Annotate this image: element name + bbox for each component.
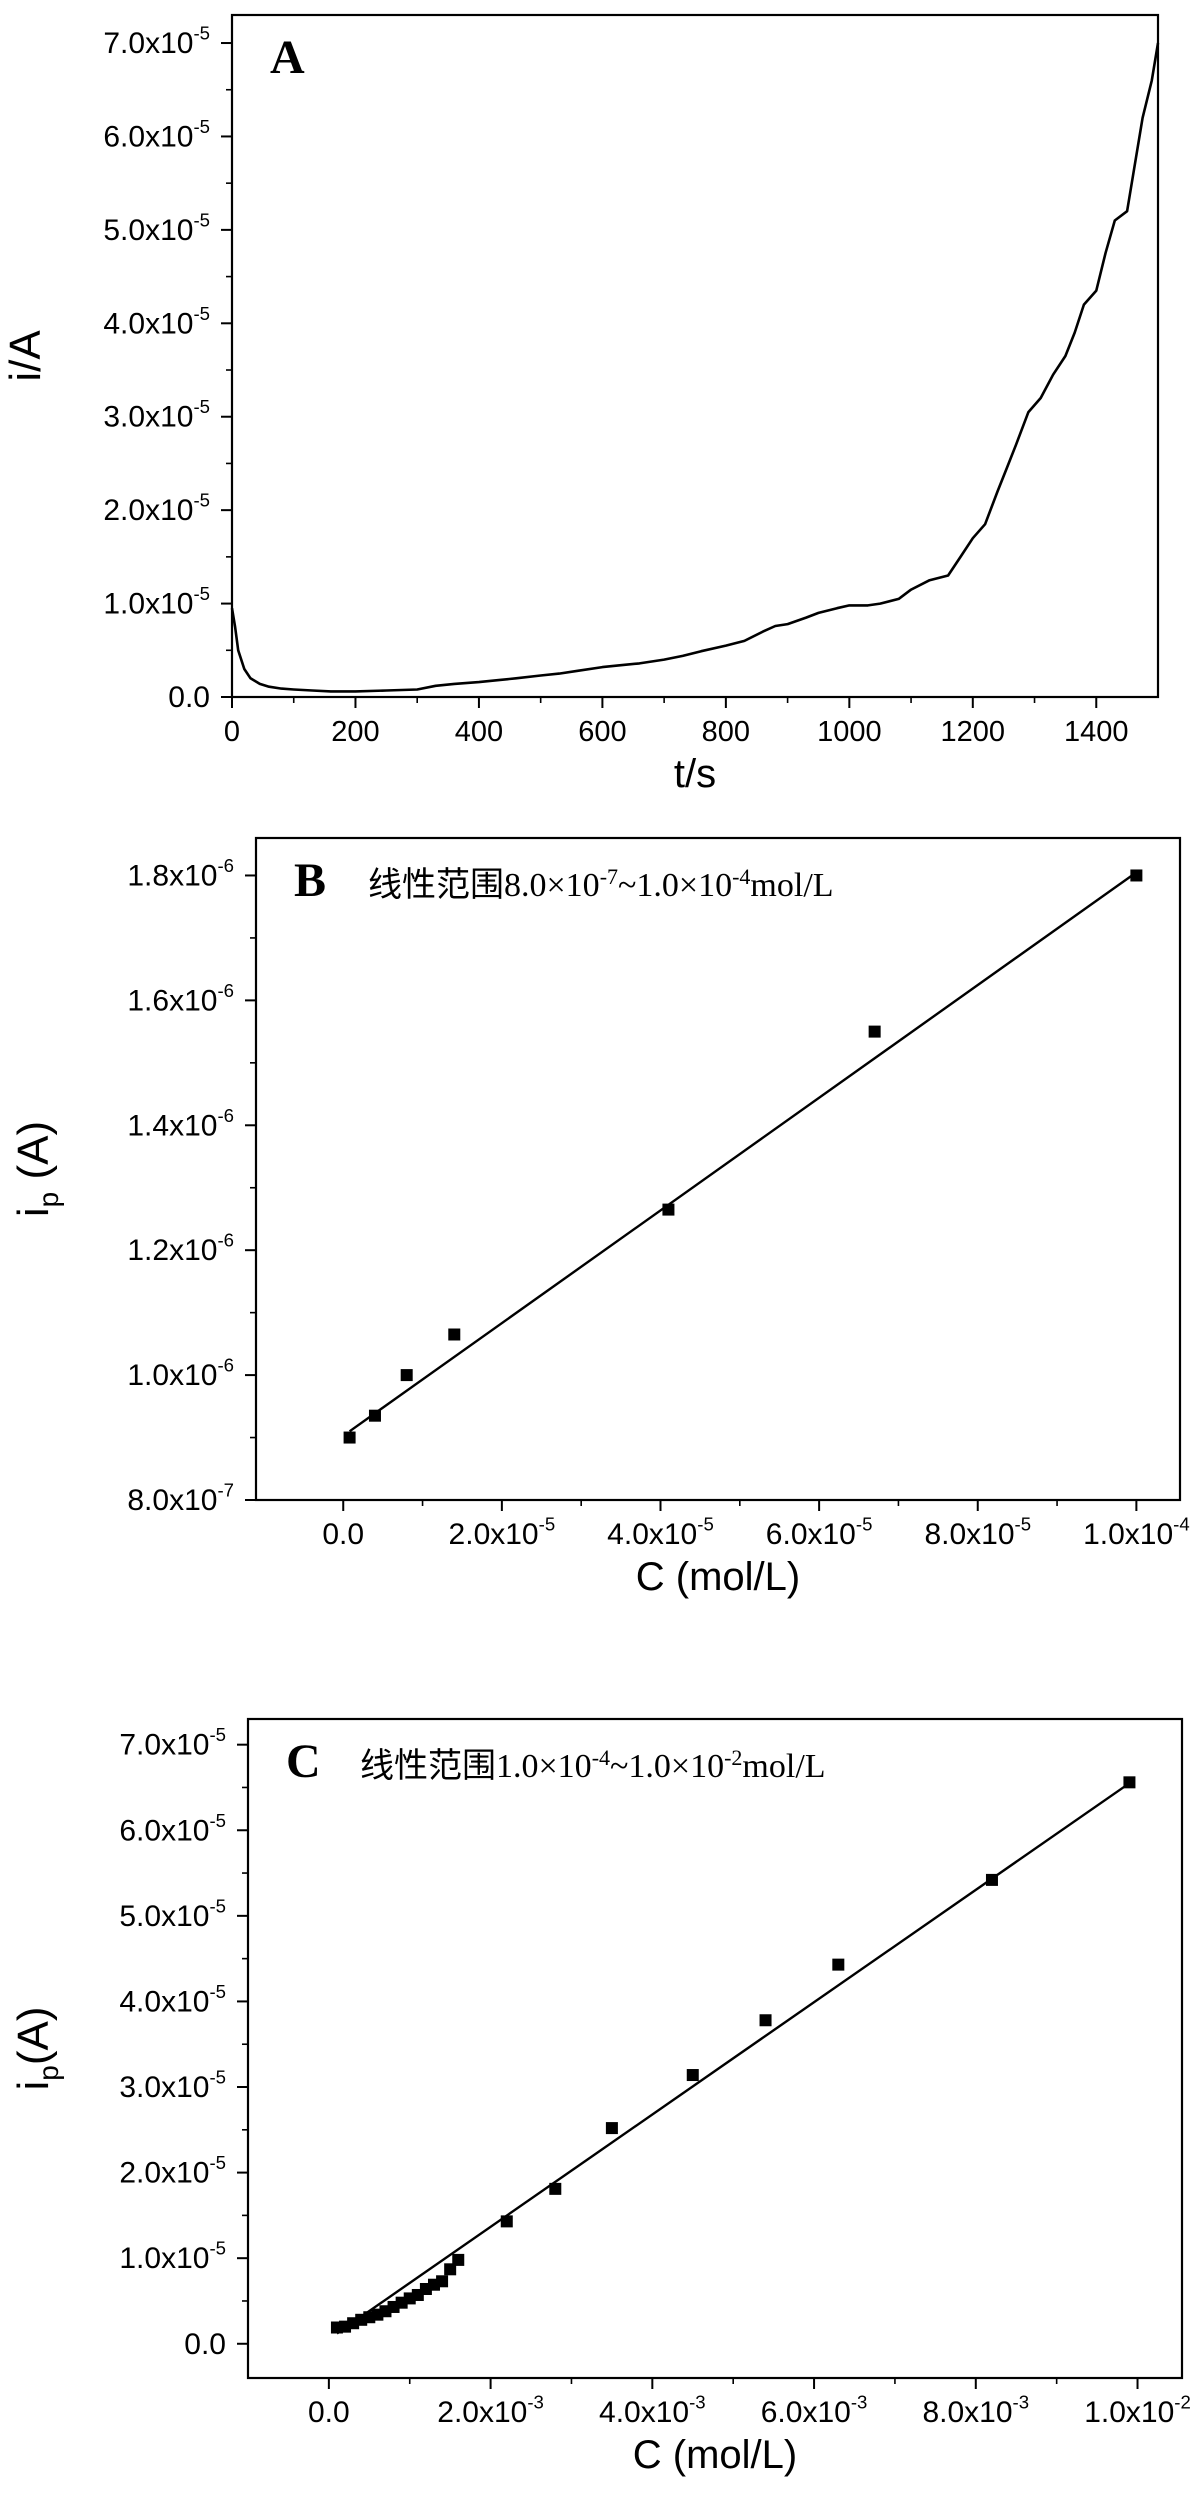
panel-b-xtick-label-2: 4.0x10-5: [607, 1514, 714, 1552]
panel-b-xlabel: C (mol/L): [636, 1555, 800, 1599]
panel-c-xtick-label-3: 6.0x10-3: [761, 2392, 868, 2430]
panel-c-xtick-label-1: 2.0x10-3: [437, 2392, 544, 2430]
panel-a-xtick-label-2: 400: [455, 716, 503, 748]
panel-b-point-3: [448, 1328, 461, 1341]
panel-c-ytick-label-6: 6.0x10-5: [119, 1810, 226, 1848]
panel-a-xtick-label-1: 200: [331, 716, 379, 748]
panel-a-ylabel: i/A: [1, 330, 50, 382]
panel-a-ytick-label-7: 7.0x10-5: [103, 23, 210, 61]
panel-b-point-0: [343, 1431, 356, 1444]
panel-b-ytick-label-4: 1.6x10-6: [127, 980, 234, 1018]
panel-b-ytick-label-1: 1.0x10-6: [127, 1355, 234, 1393]
panel-c: C (mol/L) ip(A) C 线性范围1.0×10-4~1.0×10-2mol/…: [9, 1717, 1184, 2477]
panel-c-ytick-label-4: 4.0x10-5: [119, 1981, 226, 2019]
panel-c-frame: [246, 1717, 1184, 2380]
panel-a-ytick-label-4: 4.0x10-5: [103, 303, 210, 341]
panel-a-ytick-label-0: 0.0: [168, 681, 210, 714]
panel-a-ytick-label-5: 5.0x10-5: [103, 209, 210, 247]
panel-b-point-4: [662, 1203, 675, 1216]
panel-a-xtick-label-7: 1400: [1064, 716, 1129, 748]
panel-c-point-13: [436, 2275, 449, 2288]
panel-c-point-14: [444, 2263, 457, 2276]
panel-c-point-16: [500, 2215, 513, 2228]
panel-b-ytick-label-5: 1.8x10-6: [127, 855, 234, 893]
panel-b-frame: [254, 836, 1182, 1502]
panel-c-point-23: [1123, 1776, 1136, 1789]
panel-c-point-20: [759, 2014, 772, 2027]
panel-b-point-1: [368, 1409, 381, 1422]
panel-c-ytick-label-7: 7.0x10-5: [119, 1724, 226, 1762]
panel-a-xtick-label-3: 600: [578, 716, 626, 748]
panel-c-xtick-label-0: 0.0: [308, 2396, 350, 2429]
panel-a-xtick-label-0: 0: [224, 716, 240, 748]
panel-c-point-19: [686, 2069, 699, 2082]
panel-c-ytick-label-5: 5.0x10-5: [119, 1895, 226, 1933]
panel-b-label: B: [294, 854, 326, 907]
panel-b-annotation: 线性范围8.0×10-7~1.0×10-4mol/L: [368, 864, 834, 904]
panel-b-xtick-label-5: 1.0x10-4: [1083, 1514, 1190, 1552]
panel-b-xtick-label-1: 2.0x10-5: [449, 1514, 556, 1552]
panel-b-ylabel: ip (A): [9, 1121, 64, 1217]
panel-c-label: C: [286, 1735, 321, 1788]
panel-a-xtick-label-5: 1000: [817, 716, 882, 748]
panel-a-frame: [230, 13, 1160, 699]
panel-a-series-line: [230, 42, 1160, 693]
panel-a-ytick-label-1: 1.0x10-5: [103, 583, 210, 621]
panel-c-point-15: [452, 2253, 465, 2266]
panel-a-xtick-label-6: 1200: [941, 716, 1006, 748]
panel-b-fit-line: [348, 871, 1138, 1433]
panel-b-point-2: [400, 1369, 413, 1382]
panel-b-ytick-label-3: 1.4x10-6: [127, 1105, 234, 1143]
panel-c-xtick-label-2: 4.0x10-3: [599, 2392, 706, 2430]
panel-a-xlabel: t/s: [674, 752, 716, 796]
panel-a-ytick-label-6: 6.0x10-5: [103, 116, 210, 154]
panel-c-xlabel: C (mol/L): [633, 2433, 797, 2477]
panel-b: C (mol/L) ip (A) B 线性范围8.0×10-7~1.0×10-4mol…: [9, 836, 1182, 1599]
panel-a: 0 200 400 600 800 1000 1200 1400 t/s i/A A: [1, 13, 1160, 796]
panel-c-annotation: 线性范围1.0×10-4~1.0×10-2mol/L: [360, 1745, 826, 1785]
panel-a-ytick-label-3: 3.0x10-5: [103, 396, 210, 434]
panel-b-ytick-label-0: 8.0x10-7: [127, 1480, 234, 1518]
panel-b-xtick-label-0: 0.0: [322, 1518, 364, 1551]
panel-b-xtick-label-4: 8.0x10-5: [924, 1514, 1031, 1552]
panel-a-xtick-label-4: 800: [702, 716, 750, 748]
panel-c-point-18: [605, 2122, 618, 2135]
panel-c-point-17: [549, 2182, 562, 2195]
panel-a-ytick-label-2: 2.0x10-5: [103, 490, 210, 528]
panel-c-fit-line: [336, 1782, 1131, 2335]
panel-b-xtick-label-3: 6.0x10-5: [766, 1514, 873, 1552]
panel-c-point-21: [832, 1958, 845, 1971]
panel-c-ylabel: ip(A): [9, 2006, 64, 2090]
panel-c-xtick-label-4: 8.0x10-3: [922, 2392, 1029, 2430]
panel-b-point-6: [1130, 869, 1143, 882]
panel-c-ytick-label-1: 1.0x10-5: [119, 2238, 226, 2276]
panel-c-ytick-label-3: 3.0x10-5: [119, 2067, 226, 2105]
panel-c-point-22: [985, 1873, 998, 1886]
panel-a-label: A: [270, 31, 305, 84]
panel-c-ytick-label-0: 0.0: [184, 2328, 226, 2361]
panel-c-xtick-label-5: 1.0x10-2: [1084, 2392, 1191, 2430]
panel-b-ytick-label-2: 1.2x10-6: [127, 1230, 234, 1268]
panel-b-point-5: [868, 1025, 881, 1038]
panel-c-ytick-label-2: 2.0x10-5: [119, 2152, 226, 2190]
